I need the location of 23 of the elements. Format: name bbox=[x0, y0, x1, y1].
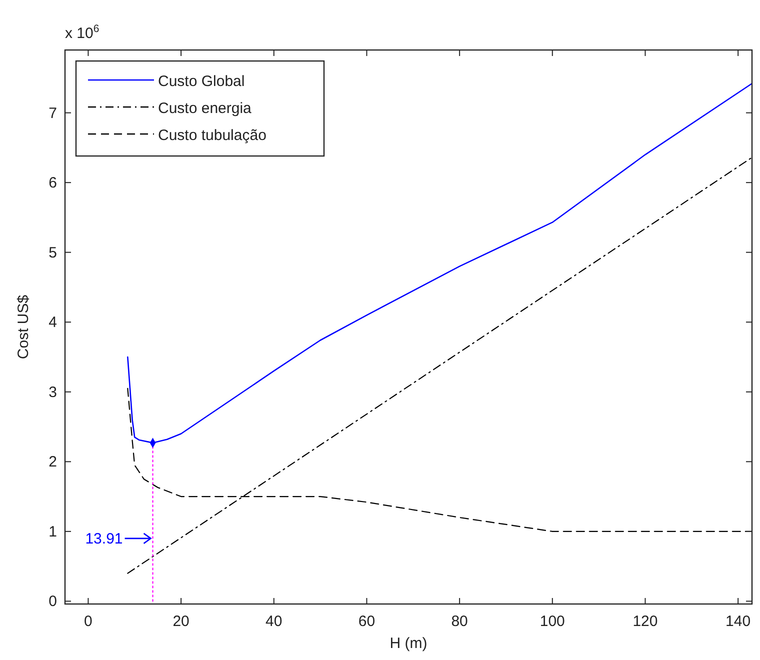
text: x 10$^{6}$ bbox=[65, 23, 100, 42]
x-axis-title: H (m) bbox=[390, 635, 428, 652]
y-tick-label: 4 bbox=[48, 314, 57, 332]
legend-label: Custo energia bbox=[158, 100, 252, 117]
y-tick-label: 3 bbox=[48, 384, 57, 401]
y-tick-label: 1 bbox=[48, 523, 57, 540]
annotation: 13.91 bbox=[85, 530, 123, 548]
y-tick-label: 6 bbox=[48, 174, 57, 192]
x-tick-label: 120 bbox=[632, 613, 658, 630]
x-tick-label: 100 bbox=[540, 613, 565, 630]
x-tick-label: 40 bbox=[266, 613, 282, 630]
legend-label: Custo tubulação bbox=[158, 127, 266, 144]
legend-label: Custo Global bbox=[158, 73, 245, 90]
x-tick-label: 0 bbox=[84, 613, 92, 630]
x-tick-label: 20 bbox=[172, 613, 190, 630]
x-tick-label: 140 bbox=[726, 613, 751, 630]
x-tick-label: 60 bbox=[358, 613, 376, 630]
x-tick-label: 80 bbox=[451, 613, 468, 630]
y-axis-title: Cost US$ bbox=[15, 294, 32, 360]
y-tick-label: 5 bbox=[48, 244, 57, 262]
y-tick-label: 7 bbox=[48, 104, 57, 122]
y-tick-label: 0 bbox=[48, 593, 57, 610]
y-tick-label: 2 bbox=[48, 454, 57, 471]
